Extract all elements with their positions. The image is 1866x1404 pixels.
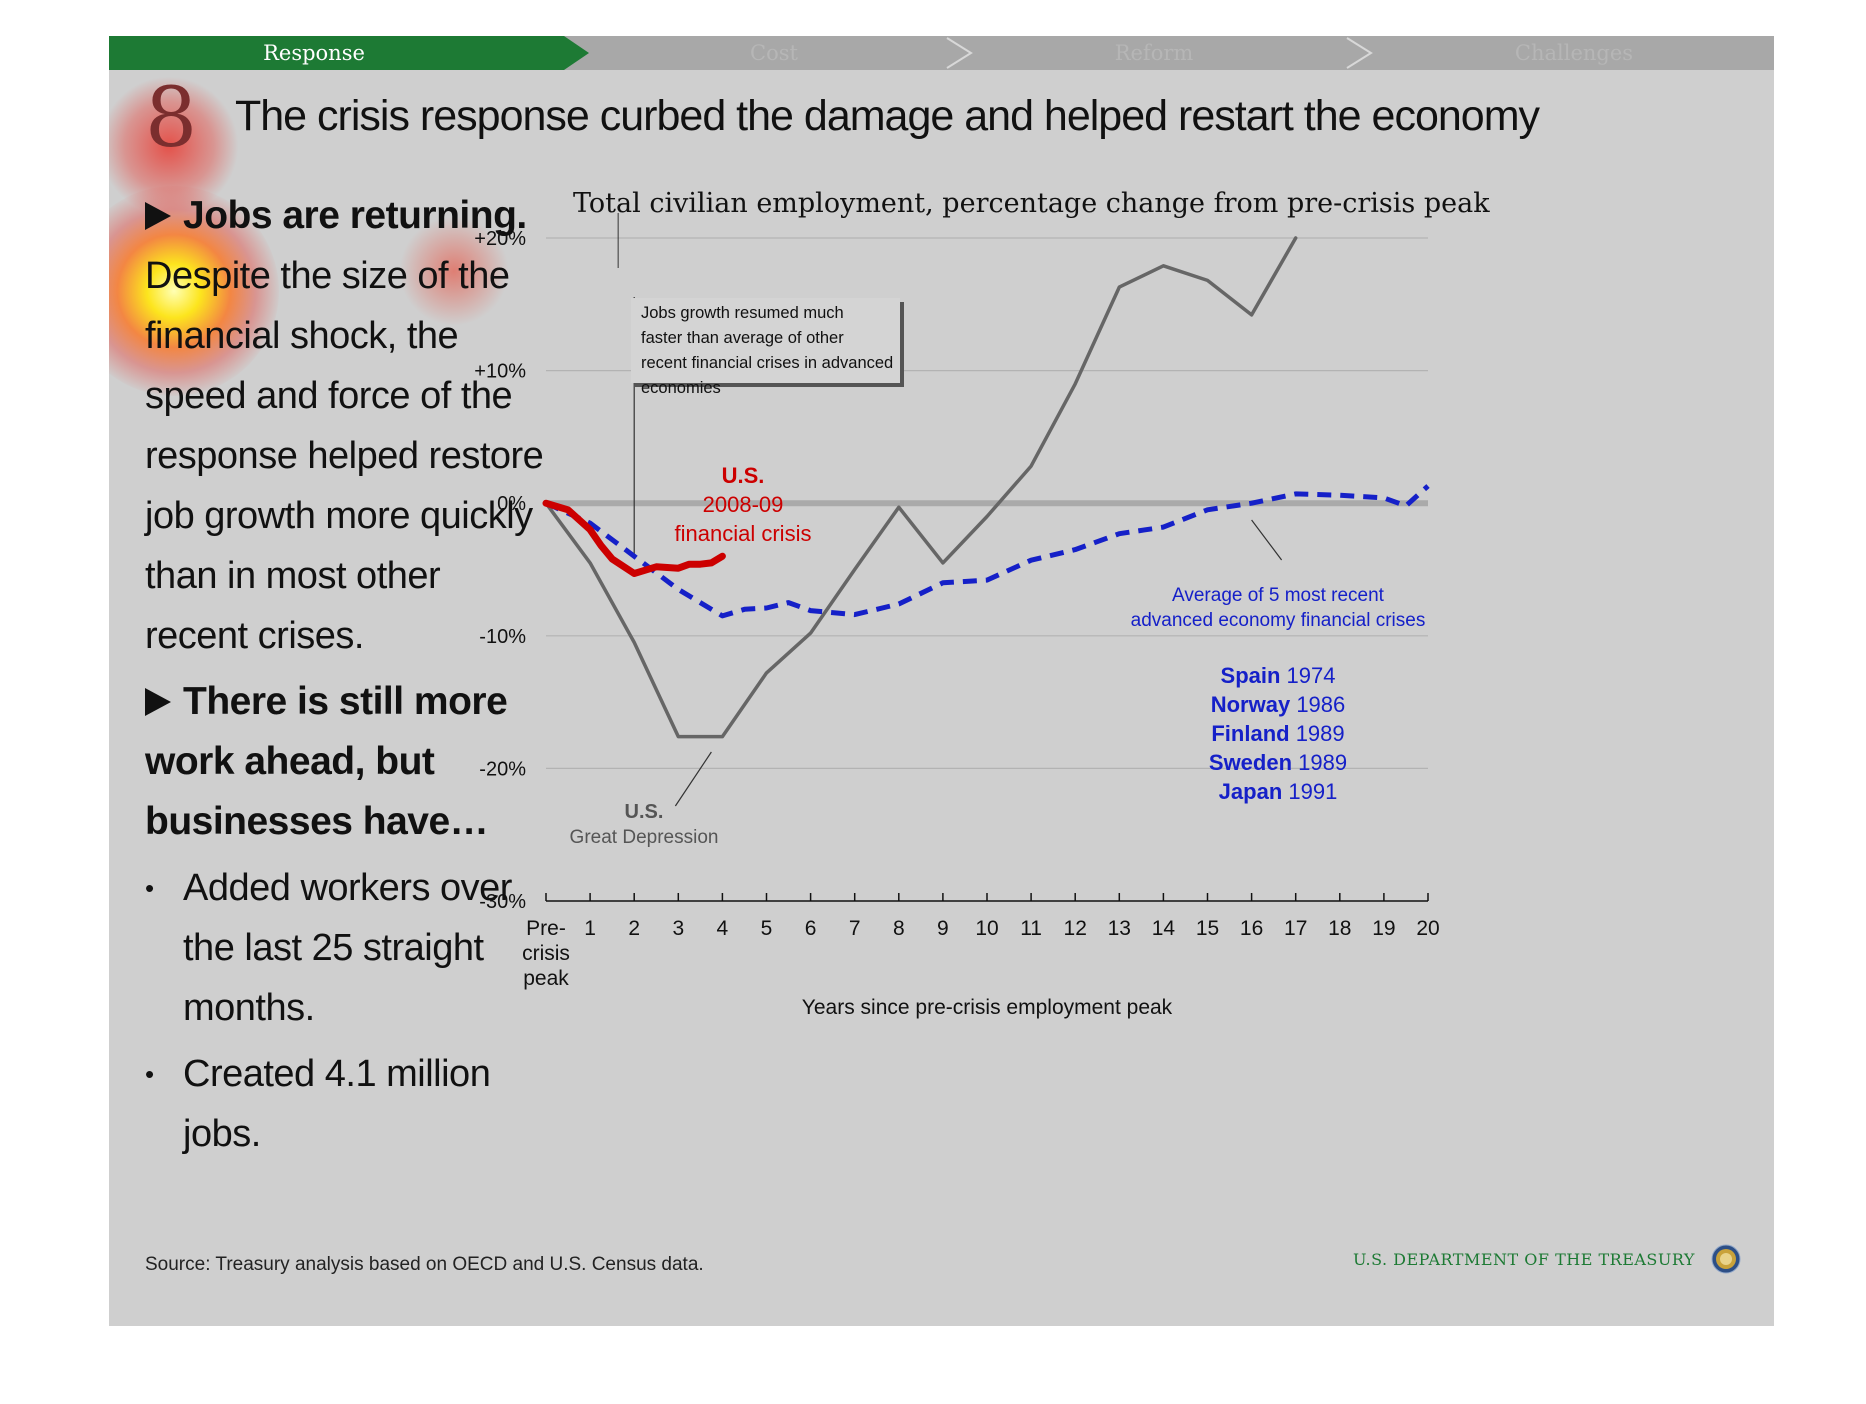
depression-leader-line — [674, 751, 712, 807]
average-label-line1: Average of 5 most recent — [1172, 585, 1385, 606]
bullet-item: • Added workers over the last 25 straight… — [145, 858, 545, 1038]
average-label-line2: advanced economy financial crises — [1131, 610, 1426, 631]
triangle-bullet-icon — [145, 202, 171, 230]
x-tick-label: 14 — [1152, 917, 1176, 940]
nav-active-highlight — [109, 36, 564, 70]
us-2008-years-label: 2008-09 — [703, 492, 784, 517]
x-tick-label: 12 — [1064, 917, 1087, 940]
series-lines — [542, 236, 1430, 739]
y-tick-label: -20% — [479, 758, 526, 780]
x-tick-label: 8 — [893, 917, 905, 940]
source-note: Source: Treasury analysis based on OECD … — [145, 1254, 704, 1275]
x-tick-label: 17 — [1284, 917, 1307, 940]
x-tick-label: 11 — [1020, 917, 1042, 940]
x-tick-label: 19 — [1372, 917, 1395, 940]
treasury-label: U.S. DEPARTMENT OF THE TREASURY — [1353, 1250, 1695, 1269]
x-tick-label: 18 — [1328, 917, 1351, 940]
bullet-dot-icon: • — [145, 1059, 154, 1089]
x-tick-label: 9 — [937, 917, 949, 940]
heading-text: There is still more work ahead, but busi… — [145, 680, 508, 843]
x-tick-label: 10 — [975, 917, 998, 940]
bullet-item: • Created 4.1 million jobs. — [145, 1044, 545, 1164]
x-tick-label: 15 — [1196, 917, 1219, 940]
slide: Response Cost Reform Challenges 8 The cr… — [109, 36, 1774, 1326]
x-tick-label: 2 — [628, 917, 640, 940]
section-nav: Response Cost Reform Challenges — [109, 36, 1774, 70]
bullet-text: Added workers over the last 25 straight … — [183, 867, 512, 1029]
y-tick-label: 0% — [497, 493, 526, 515]
country-item: Japan 1991 — [1219, 779, 1338, 804]
left-column: Jobs are returning. Despite the size of … — [145, 186, 545, 1164]
y-axis-ticks: +20% +10% 0% -10% -20% -30% — [474, 228, 526, 913]
x-axis-label: Years since pre-crisis employment peak — [802, 996, 1173, 1019]
nav-chevrons — [564, 36, 1373, 70]
x-tick-label: 3 — [672, 917, 684, 940]
treasury-seal-icon — [1711, 1244, 1741, 1274]
bullet-text: Created 4.1 million jobs. — [183, 1053, 491, 1155]
x-tick-label: 1 — [584, 917, 596, 940]
tab-cost[interactable]: Cost — [750, 41, 798, 65]
tab-response[interactable]: Response — [263, 41, 365, 65]
average-leader-line — [1251, 519, 1283, 561]
us-2008-crisis-label: financial crisis — [675, 521, 812, 546]
x-tick-label: Pre-crisis peak — [522, 917, 570, 990]
country-item: Sweden 1989 — [1209, 750, 1347, 775]
heading-jobs-returning: Jobs are returning. — [145, 186, 545, 246]
annotations: Jobs growth resumed much faster than aver… — [570, 298, 1426, 848]
x-tick-label: 6 — [805, 917, 817, 940]
us-2008-label-bold: U.S. — [722, 463, 765, 488]
tab-challenges[interactable]: Challenges — [1514, 41, 1634, 65]
slide-number: 8 — [145, 71, 198, 166]
y-tick-label: +10% — [474, 361, 526, 383]
chart-title: Total civilian employment, percentage ch… — [573, 188, 1490, 219]
y-tick-label: +20% — [474, 228, 526, 250]
series-line-us-2008 — [542, 499, 726, 577]
series-line-depression — [544, 236, 1298, 739]
bullet-dot-icon: • — [145, 873, 154, 903]
x-tick-label: 4 — [717, 917, 729, 940]
heading-text: Jobs are returning. — [183, 194, 527, 237]
callout-text: Jobs growth resumed much faster than aver… — [641, 304, 893, 397]
paragraph-jobs: Despite the size of the financial shock,… — [145, 255, 544, 657]
slide-title: The crisis response curbed the damage an… — [235, 92, 1540, 140]
x-tick-label: 5 — [761, 917, 773, 940]
country-item: Finland 1989 — [1211, 721, 1344, 746]
callout-box — [631, 298, 900, 383]
y-tick-label: -10% — [479, 626, 526, 648]
x-tick-label: 7 — [849, 917, 861, 940]
x-tick-label: 20 — [1416, 917, 1439, 940]
country-item: Norway 1986 — [1211, 692, 1346, 717]
x-tick-label: 13 — [1108, 917, 1131, 940]
tab-reform[interactable]: Reform — [1114, 41, 1194, 65]
y-tick-label: -30% — [479, 891, 526, 913]
heading-work-ahead: There is still more work ahead, but busi… — [145, 672, 545, 852]
x-tick-label: 16 — [1240, 917, 1263, 940]
series-line-average — [544, 484, 1430, 619]
country-item: Spain 1974 — [1221, 663, 1336, 688]
depression-label-bold: U.S. — [625, 801, 664, 823]
triangle-bullet-icon — [145, 688, 171, 716]
depression-label: Great Depression — [570, 827, 719, 848]
